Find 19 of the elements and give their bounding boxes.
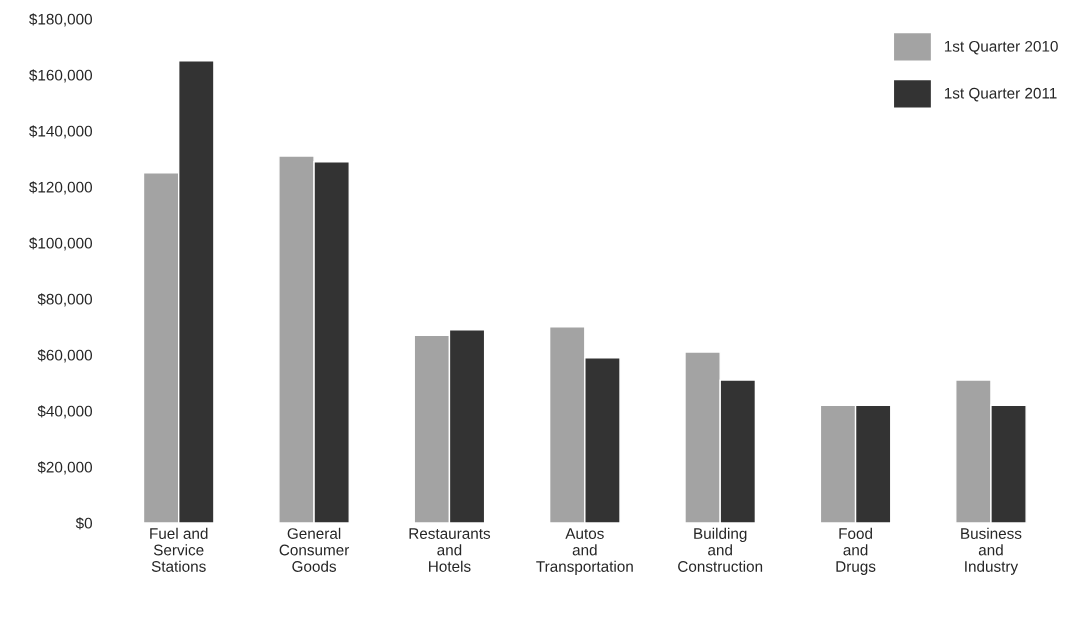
x-tick-label: Autos and Transportation — [536, 528, 633, 575]
y-tick-label: $0 — [75, 517, 93, 530]
legend-label: 1st Quarter 2011 — [944, 87, 1057, 102]
y-tick-label: $100,000 — [29, 237, 93, 251]
x-tick-label: Business and Industry — [961, 527, 1022, 575]
y-tick-label: $140,000 — [29, 125, 93, 139]
x-tick-label: Restaurants and Hotels — [409, 528, 491, 572]
legend-label: 1st Quarter 2010 — [944, 40, 1058, 55]
y-tick-label: $160,000 — [29, 69, 93, 83]
y-tick-label: $120,000 — [29, 181, 93, 195]
y-tick-label: $60,000 — [37, 349, 93, 363]
x-tick-label: Building and Construction — [678, 527, 763, 572]
y-tick-label: $40,000 — [37, 405, 93, 419]
x-tick-label: Food and Drugs — [836, 527, 876, 575]
y-tick-label: $80,000 — [37, 293, 93, 307]
x-tick-label: General Consumer Goods — [279, 527, 350, 572]
y-tick-label: $180,000 — [29, 13, 93, 27]
y-tick-label: $20,000 — [37, 461, 93, 475]
x-tick-label: Fuel and Service Stations — [150, 527, 208, 572]
